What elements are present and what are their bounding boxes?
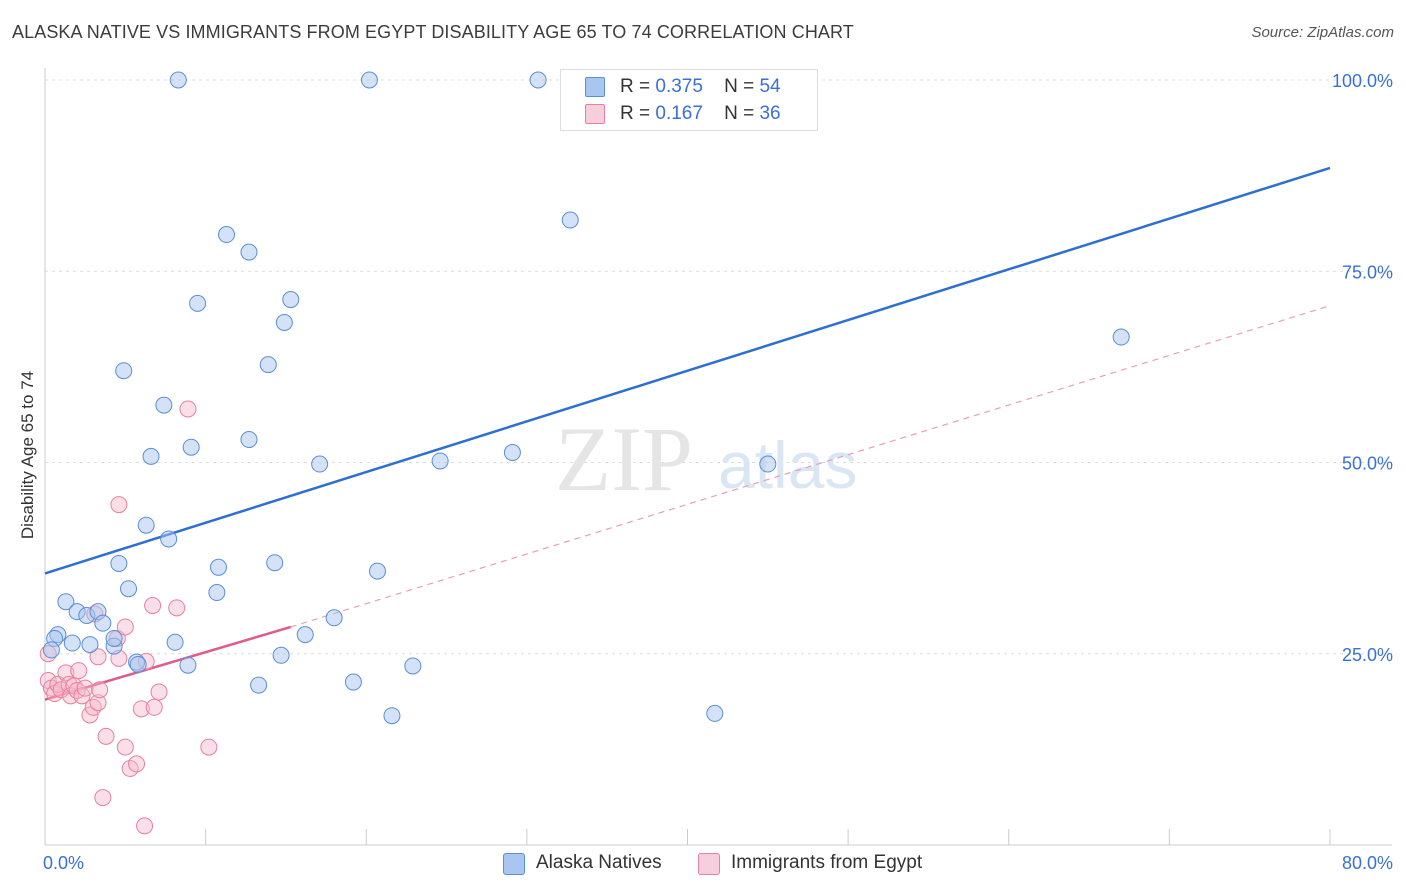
legend-r-label: R = bbox=[620, 76, 651, 97]
egypt-point bbox=[70, 662, 88, 680]
alaska-point bbox=[296, 626, 314, 644]
alaska-point bbox=[311, 455, 329, 473]
tick-labels: 25.0% 50.0% 75.0% 100.0% 0.0% 80.0% bbox=[43, 71, 1393, 873]
alaska-point bbox=[259, 356, 277, 374]
legend-n-value: 54 bbox=[759, 76, 781, 97]
egypt-point bbox=[168, 599, 186, 617]
y-tick-label: 75.0% bbox=[1342, 262, 1393, 282]
alaska-point bbox=[57, 593, 75, 611]
alaska-point bbox=[759, 455, 777, 473]
egypt-point bbox=[84, 698, 102, 716]
y-tick-label: 50.0% bbox=[1342, 454, 1393, 474]
legend-n-label: N = bbox=[724, 76, 755, 97]
alaska-point bbox=[42, 641, 60, 659]
alaska-point bbox=[1112, 328, 1130, 346]
y-tick-label: 25.0% bbox=[1342, 645, 1393, 665]
x-tick-label: 0.0% bbox=[43, 853, 84, 873]
egypt-point bbox=[116, 618, 134, 636]
alaska-point bbox=[368, 562, 386, 580]
alaska-point bbox=[250, 676, 268, 694]
egypt-point bbox=[144, 597, 162, 615]
legend-swatch-alaska bbox=[585, 77, 605, 97]
alaska-point bbox=[383, 707, 401, 725]
egypt-point bbox=[200, 738, 218, 756]
alaska-point bbox=[63, 634, 81, 652]
series-label-egypt: Immigrants from Egypt bbox=[731, 852, 923, 873]
gridlines bbox=[45, 79, 1392, 655]
data-points bbox=[39, 71, 1130, 835]
legend-r-label: R = bbox=[620, 103, 651, 124]
alaska-point bbox=[431, 452, 449, 470]
alaska-point bbox=[272, 646, 290, 664]
alaska-point bbox=[142, 447, 160, 465]
legend-r-value: 0.167 bbox=[655, 103, 703, 124]
egypt-trend-line bbox=[44, 625, 292, 701]
source-note: Source: ZipAtlas.com bbox=[1251, 24, 1394, 41]
alaska-point bbox=[166, 633, 184, 651]
alaska-point bbox=[706, 704, 724, 722]
chart-title: ALASKA NATIVE VS IMMIGRANTS FROM EGYPT D… bbox=[12, 22, 854, 42]
alaska-point bbox=[169, 71, 187, 89]
egypt-point bbox=[179, 400, 197, 418]
alaska-point bbox=[209, 558, 227, 576]
egypt-point bbox=[150, 683, 168, 701]
legend-n-label: N = bbox=[724, 103, 755, 124]
legend-n-value: 36 bbox=[759, 103, 781, 124]
egypt-point bbox=[116, 738, 134, 756]
alaska-point bbox=[561, 211, 579, 229]
egypt-point bbox=[145, 698, 163, 716]
correlation-legend: R = 0.375 N = 54 R = 0.167 N = 36 bbox=[560, 69, 818, 131]
trend-lines bbox=[44, 166, 1331, 701]
alaska-point bbox=[360, 71, 378, 89]
egypt-point bbox=[110, 496, 128, 514]
alaska-point bbox=[208, 584, 226, 602]
egypt-point bbox=[97, 727, 115, 745]
series-swatch-alaska bbox=[503, 853, 525, 875]
series-swatch-egypt bbox=[698, 853, 720, 875]
watermark-zip: ZIP bbox=[555, 408, 693, 510]
alaska-point bbox=[240, 243, 258, 261]
alaska-point bbox=[189, 294, 207, 312]
egypt-point bbox=[89, 694, 107, 712]
alaska-point bbox=[282, 291, 300, 309]
egypt-point bbox=[94, 789, 112, 807]
alaska-point bbox=[344, 673, 362, 691]
legend-swatch-egypt bbox=[585, 104, 605, 124]
egypt-point bbox=[89, 648, 107, 666]
alaska-point bbox=[266, 554, 284, 572]
alaska-point bbox=[115, 362, 133, 380]
alaska-point bbox=[94, 614, 112, 632]
egypt-trend-dashed bbox=[290, 305, 1331, 628]
x-tick-label: 80.0% bbox=[1342, 853, 1393, 873]
alaska-point bbox=[179, 656, 197, 674]
alaska-point bbox=[155, 396, 173, 414]
alaska-point bbox=[218, 226, 236, 244]
alaska-point bbox=[105, 629, 123, 647]
series-label-alaska: Alaska Natives bbox=[536, 852, 662, 873]
egypt-point bbox=[91, 681, 109, 699]
alaska-point bbox=[404, 657, 422, 675]
alaska-point bbox=[110, 554, 128, 572]
legend-r-value: 0.375 bbox=[655, 76, 703, 97]
alaska-trend-line bbox=[44, 166, 1331, 575]
alaska-point bbox=[325, 609, 343, 627]
axes bbox=[44, 68, 1392, 846]
alaska-point bbox=[120, 580, 138, 598]
alaska-point bbox=[182, 438, 200, 456]
alaska-point bbox=[529, 71, 547, 89]
alaska-point bbox=[137, 516, 155, 534]
alaska-point bbox=[503, 444, 521, 462]
egypt-point bbox=[128, 755, 146, 773]
egypt-point bbox=[136, 817, 154, 835]
watermark-atlas: atlas bbox=[718, 428, 857, 502]
alaska-point bbox=[129, 655, 147, 673]
alaska-point bbox=[81, 636, 99, 654]
y-tick-label: 100.0% bbox=[1332, 71, 1393, 91]
alaska-point bbox=[240, 431, 258, 449]
alaska-point bbox=[160, 530, 178, 548]
egypt-point bbox=[76, 679, 94, 697]
alaska-point bbox=[275, 314, 293, 332]
egypt-point bbox=[132, 700, 150, 718]
